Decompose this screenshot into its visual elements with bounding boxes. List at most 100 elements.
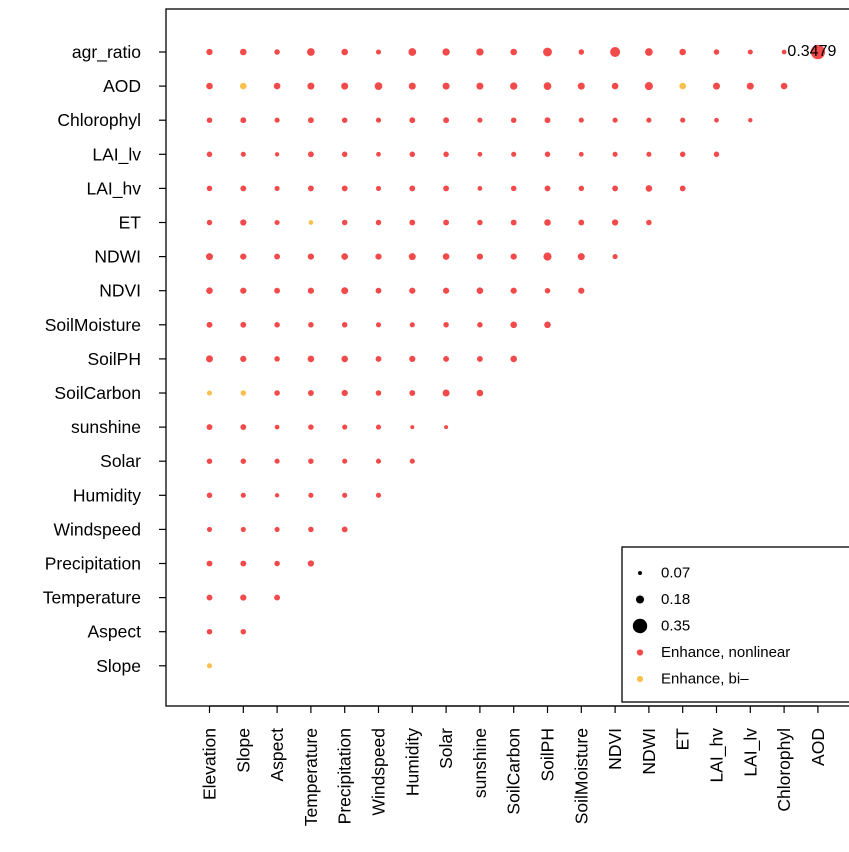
y-tick-label-ndvi: NDVI <box>99 281 141 301</box>
legend-size-marker-0-18 <box>635 595 645 604</box>
point-agr-ratio-windspeed <box>375 49 382 55</box>
point-soilcarbon-precipitation <box>341 389 348 397</box>
point-chlorophyl-precipitation <box>341 117 348 123</box>
point-lai-hv-soilmoisture <box>578 185 585 192</box>
point-humidity-precipitation <box>342 492 348 498</box>
point-agr-ratio-aspect <box>274 49 280 55</box>
point-lai-hv-ndwi <box>645 185 653 192</box>
point-aod-sunshine <box>476 82 484 90</box>
point-aod-solar <box>442 82 450 90</box>
x-tick-label-lai-hv: LAI_hv <box>707 728 728 783</box>
point-agr-ratio-chlorophyl <box>781 49 787 55</box>
point-et-slope <box>240 219 247 226</box>
point-chlorophyl-aspect <box>274 117 280 123</box>
point-aspect-slope <box>240 628 247 635</box>
point-solar-precipitation <box>342 458 348 464</box>
x-tick-label-chlorophyl: Chlorophyl <box>774 728 794 812</box>
point-ndwi-elevation <box>206 253 213 261</box>
point-solar-aspect <box>274 458 280 464</box>
x-tick-label-lai-lv: LAI_lv <box>740 728 761 777</box>
point-soilmoisture-aspect <box>274 322 280 328</box>
point-sunshine-temperature <box>308 424 314 430</box>
point-temperature-slope <box>240 594 247 601</box>
point-aspect-elevation <box>206 628 213 635</box>
data-points <box>206 44 826 669</box>
point-ndvi-humidity <box>409 287 416 294</box>
point-soilmoisture-temperature <box>308 322 314 328</box>
point-aod-et <box>679 82 686 90</box>
annotation-label: 0.3479 <box>787 43 836 60</box>
point-soilmoisture-precipitation <box>341 322 348 328</box>
point-chlorophyl-sunshine <box>477 117 483 123</box>
point-ndwi-soilmoisture <box>577 253 585 261</box>
point-aod-humidity <box>408 82 416 90</box>
point-aod-soilmoisture <box>577 82 585 90</box>
point-ndvi-soilcarbon <box>510 287 517 294</box>
point-ndvi-solar <box>442 287 450 294</box>
point-lai-hv-et <box>679 185 686 192</box>
point-ndvi-precipitation <box>341 287 349 295</box>
legend-box <box>621 546 849 703</box>
point-sunshine-aspect <box>274 424 280 430</box>
point-soilmoisture-humidity <box>409 322 415 328</box>
point-solar-elevation <box>206 458 213 464</box>
point-ndwi-solar <box>442 253 450 260</box>
point-chlorophyl-elevation <box>206 117 213 123</box>
y-tick-label-soilmoisture: SoilMoisture <box>45 315 141 335</box>
legend-color-marker-enhance-bi <box>636 675 644 683</box>
point-soilph-aspect <box>274 356 280 362</box>
y-tick-label-agr-ratio: agr_ratio <box>72 42 141 63</box>
point-ndwi-humidity <box>408 253 416 261</box>
point-aod-windspeed <box>374 82 383 90</box>
point-ndwi-soilcarbon <box>510 253 517 260</box>
point-lai-lv-lai-hv <box>713 151 720 158</box>
point-agr-ratio-soilph <box>543 47 552 57</box>
point-agr-ratio-lai-lv <box>747 49 753 55</box>
point-soilcarbon-aspect <box>274 390 280 396</box>
legend-color-label-enhance-nonlinear: Enhance, nonlinear <box>661 644 790 661</box>
point-ndvi-soilph <box>544 287 551 294</box>
point-lai-lv-ndvi <box>612 151 618 157</box>
legend: 0.07 0.18 0.35 Enhance, nonlinear Enhance, b… <box>621 546 849 703</box>
x-axis: Elevation Slope Aspect Temperature Precipita… <box>200 705 828 826</box>
point-ndvi-temperature <box>307 287 315 294</box>
point-agr-ratio-soilcarbon <box>510 48 517 56</box>
y-tick-label-soilcarbon: SoilCarbon <box>54 383 141 403</box>
point-agr-ratio-sunshine <box>476 48 484 56</box>
point-agr-ratio-lai-hv <box>713 49 720 55</box>
x-tick-label-et: ET <box>673 728 693 751</box>
point-lai-lv-sunshine <box>477 151 483 157</box>
point-sunshine-windspeed <box>375 424 382 430</box>
point-ndwi-windspeed <box>375 253 382 260</box>
legend-size-marker-0-35 <box>632 618 648 634</box>
point-lai-hv-humidity <box>409 185 416 192</box>
point-windspeed-precipitation <box>341 526 348 533</box>
point-chlorophyl-humidity <box>409 117 416 124</box>
point-solar-humidity <box>409 458 415 464</box>
point-soilcarbon-solar <box>442 389 450 397</box>
point-et-soilcarbon <box>510 219 517 226</box>
y-tick-label-sunshine: sunshine <box>71 417 141 437</box>
x-tick-label-windspeed: Windspeed <box>369 728 389 816</box>
point-ndwi-temperature <box>307 253 315 260</box>
y-tick-label-lai-hv: LAI_hv <box>87 178 142 199</box>
point-ndvi-elevation <box>206 287 213 295</box>
point-et-ndwi <box>646 219 652 226</box>
point-chlorophyl-windspeed <box>375 117 382 123</box>
point-temperature-aspect <box>274 594 281 601</box>
point-ndwi-ndvi <box>612 254 618 260</box>
legend-color-label-enhance-bi: Enhance, bi– <box>661 671 749 688</box>
point-chlorophyl-soilmoisture <box>578 117 584 123</box>
point-lai-lv-precipitation <box>341 151 348 158</box>
point-ndwi-slope <box>240 253 247 260</box>
y-tick-label-soilph: SoilPH <box>88 349 142 369</box>
point-windspeed-slope <box>240 526 246 532</box>
point-lai-lv-elevation <box>206 151 213 158</box>
point-agr-ratio-slope <box>240 48 247 56</box>
y-tick-label-et: ET <box>119 213 142 233</box>
point-windspeed-temperature <box>308 526 314 533</box>
point-windspeed-aspect <box>274 526 280 532</box>
x-tick-label-ndwi: NDWI <box>639 728 659 775</box>
point-lai-lv-soilcarbon <box>511 151 517 157</box>
point-soilmoisture-slope <box>240 321 247 328</box>
